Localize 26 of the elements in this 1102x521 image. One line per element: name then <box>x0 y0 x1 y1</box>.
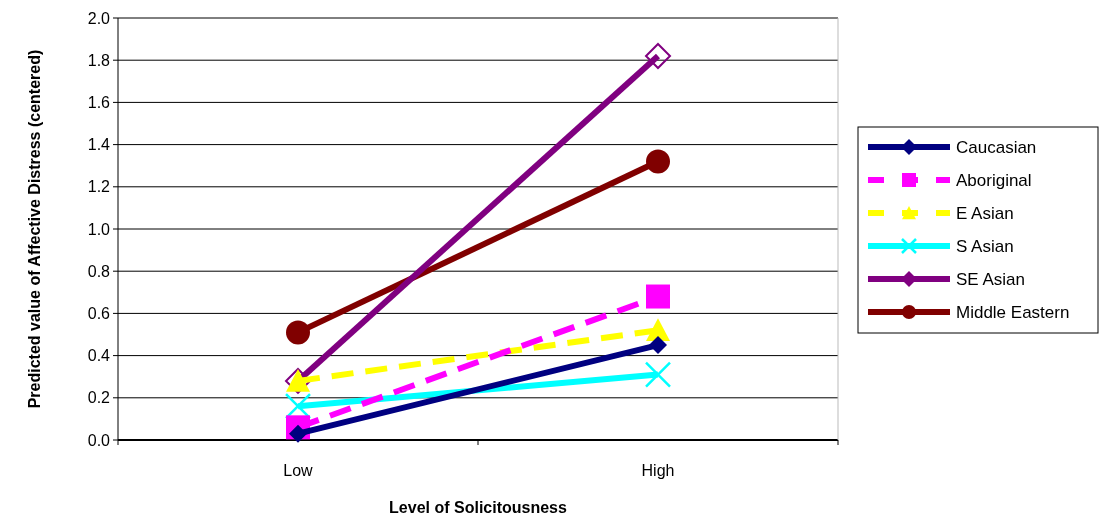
x-tick-label: High <box>641 462 675 479</box>
legend-label: E Asian <box>956 203 1014 223</box>
y-tick-label: 2.0 <box>87 9 111 27</box>
y-tick-label: 1.4 <box>87 136 111 154</box>
legend-label: Caucasian <box>956 137 1037 157</box>
y-tick-label: 0.8 <box>87 262 111 280</box>
point <box>645 42 671 69</box>
y-tick-label: 0.6 <box>87 305 111 322</box>
y-tick-label: 1.0 <box>87 220 111 238</box>
legend-label: Aboriginal <box>956 170 1032 190</box>
y-tick-label: 1.8 <box>87 51 111 69</box>
point <box>646 149 670 174</box>
legend-label: Middle Eastern <box>956 302 1070 322</box>
legend-label: SE Asian <box>956 269 1025 289</box>
y-tick-label: 1.2 <box>87 178 111 196</box>
y-axis-title: Predicted value of Affective Distress (centered) <box>26 49 44 409</box>
x-axis-title: Level of Solicitousness <box>389 499 568 516</box>
y-tick-label: 0.2 <box>87 389 111 407</box>
y-tick-label: 0.4 <box>87 347 111 365</box>
legend-label: S Asian <box>956 236 1014 256</box>
point <box>646 284 670 309</box>
y-tick-label: 1.6 <box>87 94 111 111</box>
x-tick-label: Low <box>283 462 314 479</box>
y-tick-label: 0.0 <box>87 431 111 449</box>
point <box>286 320 310 345</box>
point <box>644 361 672 388</box>
